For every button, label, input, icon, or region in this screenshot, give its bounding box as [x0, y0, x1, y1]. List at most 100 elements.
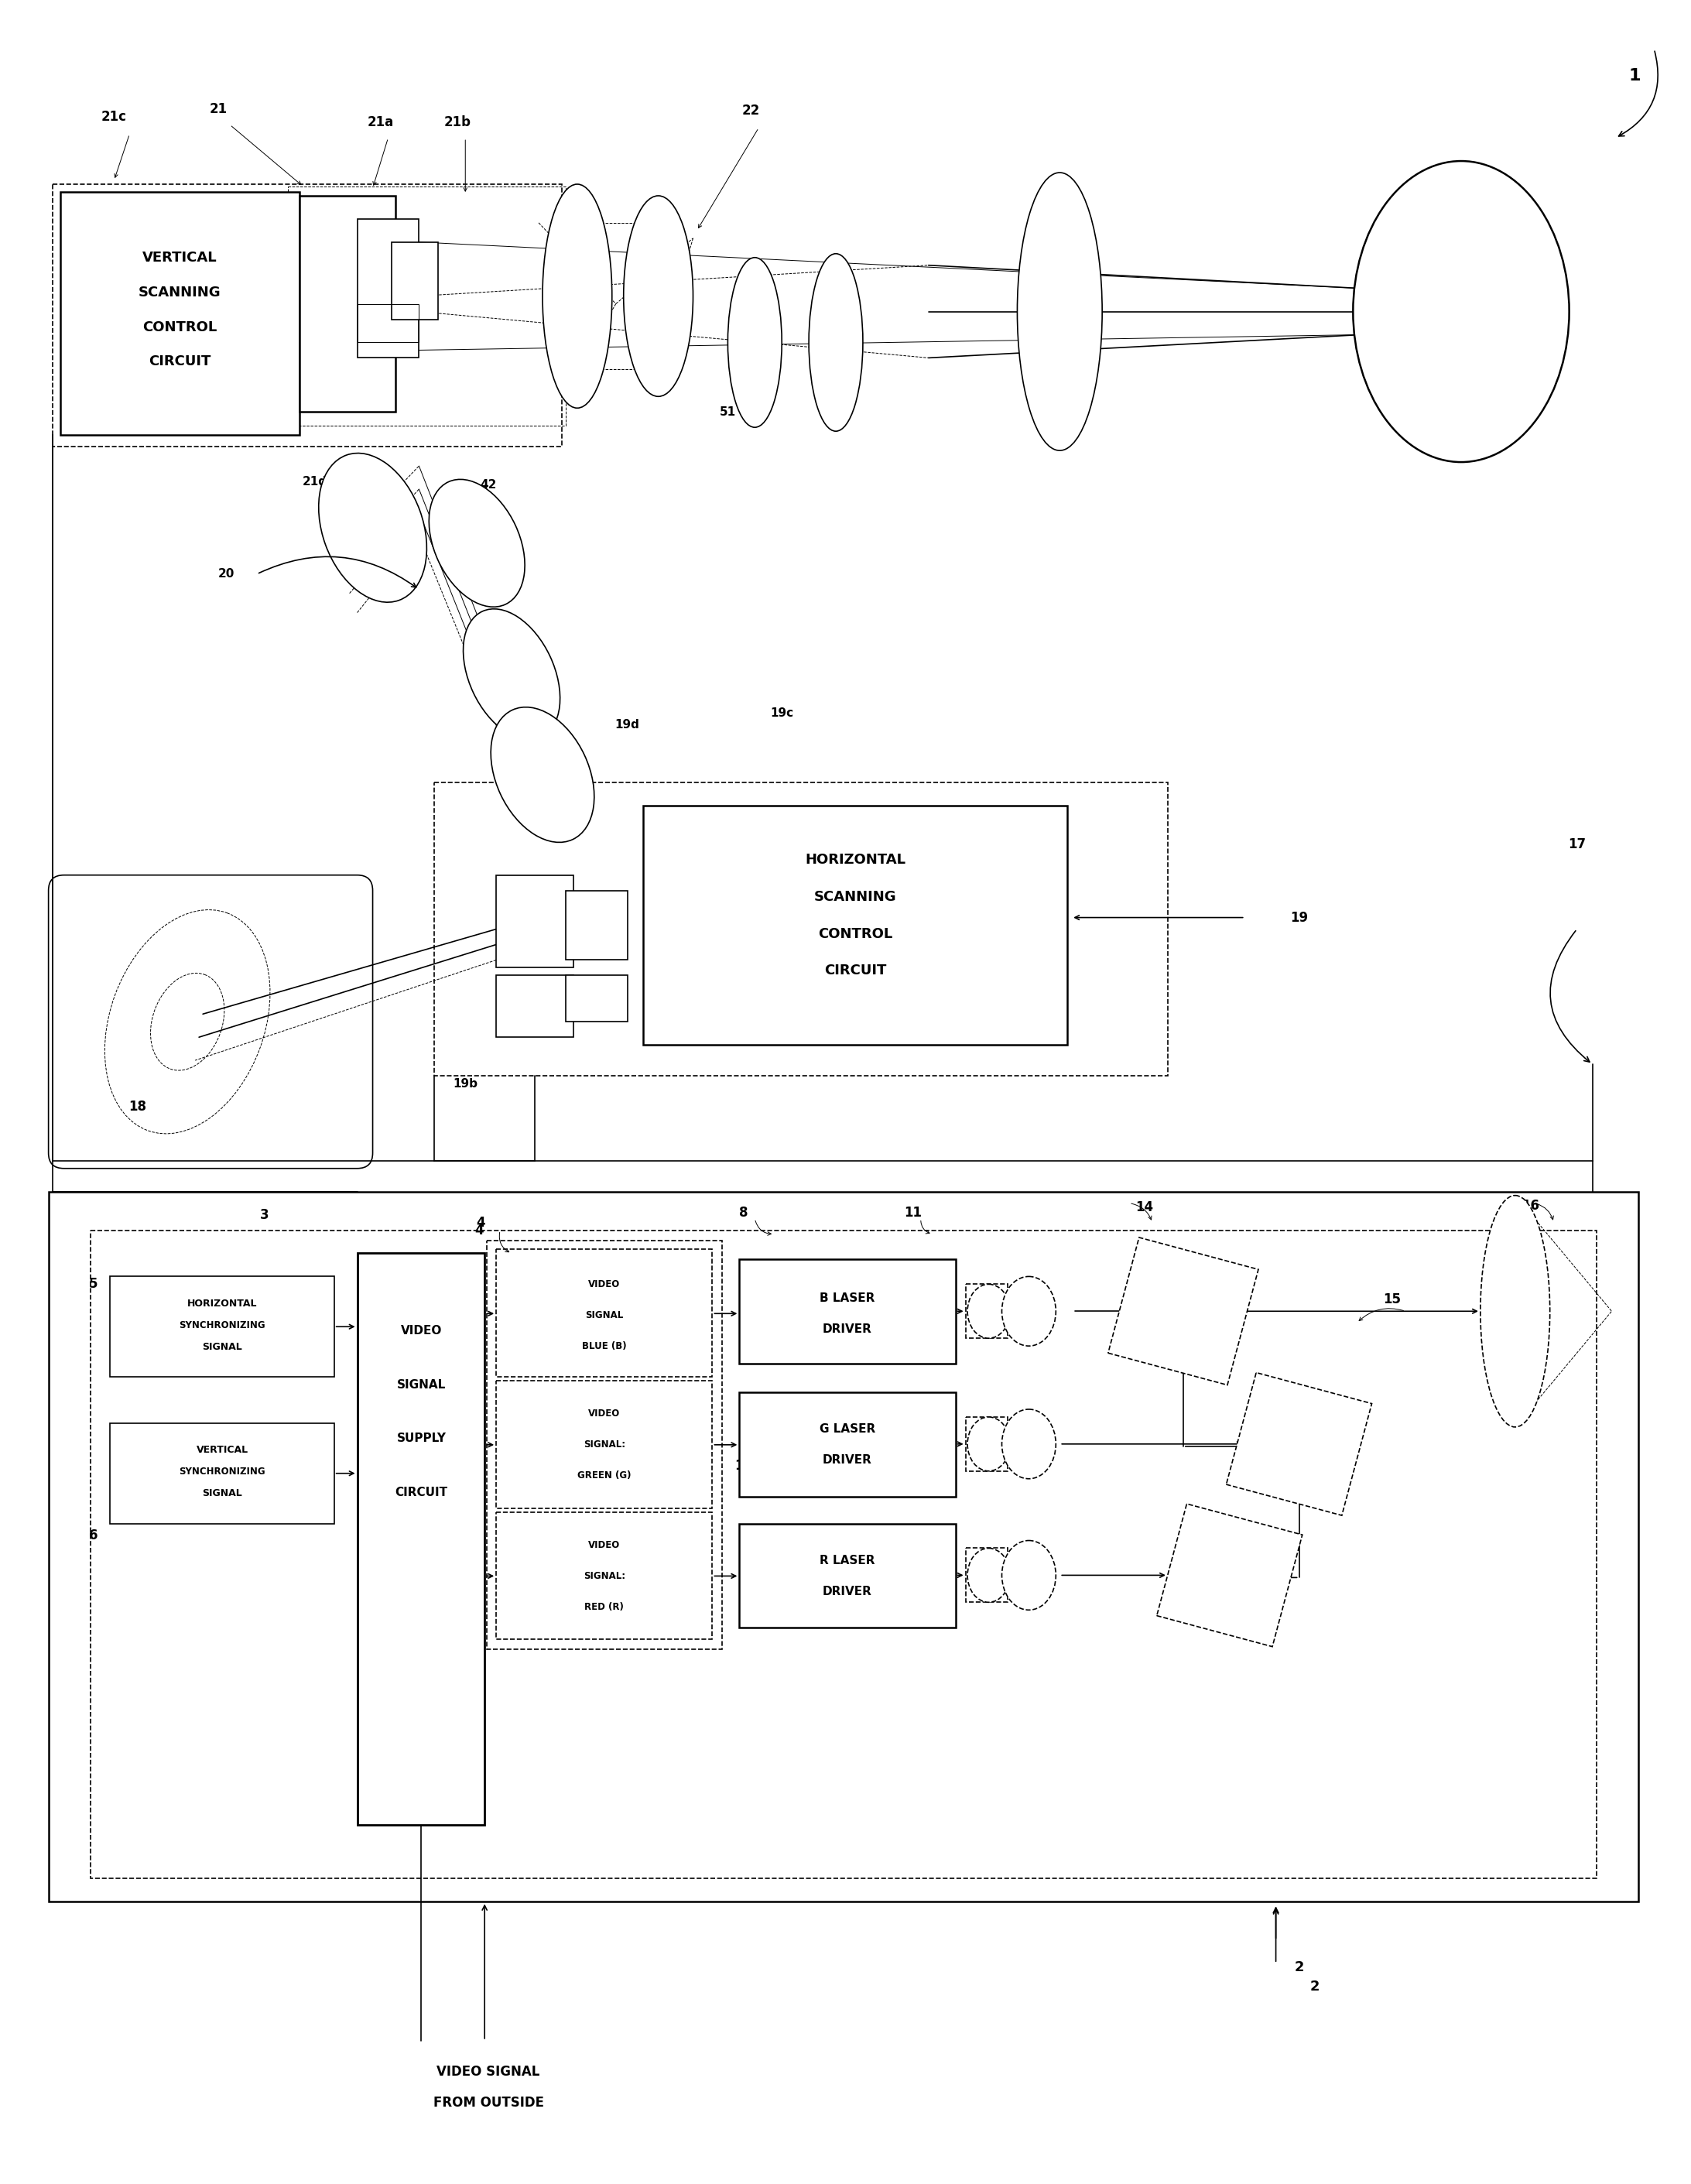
Text: VIDEO: VIDEO [588, 1409, 621, 1420]
Polygon shape [1108, 1238, 1258, 1385]
Text: 1: 1 [1628, 68, 1640, 83]
Bar [487, 1241, 722, 1649]
Text: 20: 20 [218, 568, 235, 579]
Bar [966, 1284, 1008, 1339]
Text: 18: 18 [129, 1101, 145, 1114]
Text: 21: 21 [210, 103, 227, 116]
Text: SIGNAL: SIGNAL [203, 1487, 242, 1498]
Text: VERTICAL: VERTICAL [196, 1446, 249, 1455]
Bar [110, 1424, 335, 1524]
Text: 15: 15 [1383, 1293, 1400, 1306]
Text: 13: 13 [905, 1459, 922, 1472]
Bar [966, 1548, 1008, 1603]
Text: VIDEO: VIDEO [588, 1280, 621, 1289]
Bar [495, 976, 573, 1037]
Text: 10: 10 [734, 1459, 752, 1472]
Bar [566, 891, 627, 961]
Text: VIDEO SIGNAL: VIDEO SIGNAL [436, 2064, 539, 2079]
Text: 12: 12 [905, 1332, 922, 1345]
Bar [287, 186, 566, 426]
Bar [495, 876, 573, 968]
Text: R LASER: R LASER [820, 1555, 876, 1566]
Text: 41: 41 [504, 622, 519, 633]
Text: SIGNAL:: SIGNAL: [583, 1570, 626, 1581]
Text: 19d: 19d [616, 719, 639, 729]
Bar [110, 1275, 335, 1376]
Bar [739, 1260, 955, 1363]
Text: SUPPLY: SUPPLY [397, 1433, 446, 1444]
Text: HORIZONTAL: HORIZONTAL [805, 852, 905, 867]
Ellipse shape [318, 452, 426, 603]
Text: 6: 6 [90, 1529, 98, 1542]
Ellipse shape [1018, 173, 1103, 450]
Text: 11: 11 [905, 1206, 922, 1219]
Text: 2: 2 [1294, 1961, 1304, 1974]
Ellipse shape [1001, 1540, 1055, 1610]
Text: SCANNING: SCANNING [813, 889, 896, 904]
Ellipse shape [967, 1284, 1010, 1339]
Ellipse shape [1001, 1409, 1055, 1479]
Text: 19: 19 [1290, 911, 1307, 924]
Text: 3: 3 [260, 1208, 269, 1221]
Text: 16: 16 [1522, 1199, 1539, 1212]
Text: 19c: 19c [769, 708, 793, 719]
Bar [739, 1391, 955, 1496]
Bar [495, 1511, 712, 1640]
Ellipse shape [967, 1417, 1010, 1472]
Text: 14: 14 [1136, 1199, 1153, 1214]
Text: 21b: 21b [445, 116, 472, 129]
Bar [739, 1524, 955, 1627]
Bar [392, 242, 438, 319]
Text: 42: 42 [480, 480, 497, 491]
Text: CIRCUIT: CIRCUIT [824, 963, 886, 978]
Text: BLUE (B): BLUE (B) [582, 1341, 627, 1352]
Text: 5: 5 [90, 1278, 98, 1291]
Text: 2: 2 [1309, 1979, 1319, 1994]
Text: CONTROL: CONTROL [142, 321, 216, 334]
Ellipse shape [543, 183, 612, 408]
Text: 21a: 21a [367, 116, 394, 129]
Text: 9: 9 [739, 1332, 747, 1345]
Text: 52: 52 [827, 417, 844, 430]
Ellipse shape [808, 253, 862, 430]
Bar [61, 192, 299, 435]
Text: SIGNAL: SIGNAL [397, 1378, 446, 1391]
Text: 24: 24 [1059, 406, 1075, 417]
Bar [299, 197, 396, 413]
Text: SCANNING: SCANNING [139, 286, 222, 299]
Text: 21d: 21d [303, 476, 326, 487]
Bar [566, 976, 627, 1022]
Text: G LASER: G LASER [820, 1424, 876, 1435]
Bar [357, 1254, 485, 1824]
Text: GREEN (G): GREEN (G) [577, 1470, 631, 1481]
Ellipse shape [490, 708, 594, 843]
Text: SIGNAL: SIGNAL [585, 1310, 624, 1319]
Text: HORIZONTAL: HORIZONTAL [188, 1299, 257, 1308]
Ellipse shape [727, 258, 781, 428]
Text: 4: 4 [477, 1216, 485, 1230]
Text: 4: 4 [475, 1223, 484, 1236]
Text: VIDEO: VIDEO [401, 1326, 441, 1337]
Polygon shape [1157, 1505, 1302, 1647]
Bar [357, 304, 419, 343]
Bar [49, 1192, 1639, 1902]
Bar [357, 218, 419, 358]
Text: CIRCUIT: CIRCUIT [149, 354, 211, 369]
Text: RED (R): RED (R) [585, 1601, 624, 1612]
Text: 19b: 19b [453, 1077, 477, 1090]
Text: 19a: 19a [531, 723, 555, 734]
Ellipse shape [967, 1548, 1010, 1603]
Ellipse shape [1001, 1275, 1055, 1345]
Text: SIGNAL: SIGNAL [203, 1341, 242, 1352]
Text: DRIVER: DRIVER [824, 1324, 873, 1334]
Text: VERTICAL: VERTICAL [142, 251, 216, 264]
Text: B LASER: B LASER [820, 1293, 874, 1304]
Bar [435, 782, 1168, 1077]
Bar [52, 183, 561, 448]
Ellipse shape [463, 609, 560, 740]
Bar [495, 1380, 712, 1509]
Ellipse shape [1353, 162, 1569, 463]
Ellipse shape [1480, 1195, 1551, 1426]
Text: SYNCHRONIZING: SYNCHRONIZING [179, 1468, 265, 1476]
Text: 51: 51 [720, 406, 736, 417]
